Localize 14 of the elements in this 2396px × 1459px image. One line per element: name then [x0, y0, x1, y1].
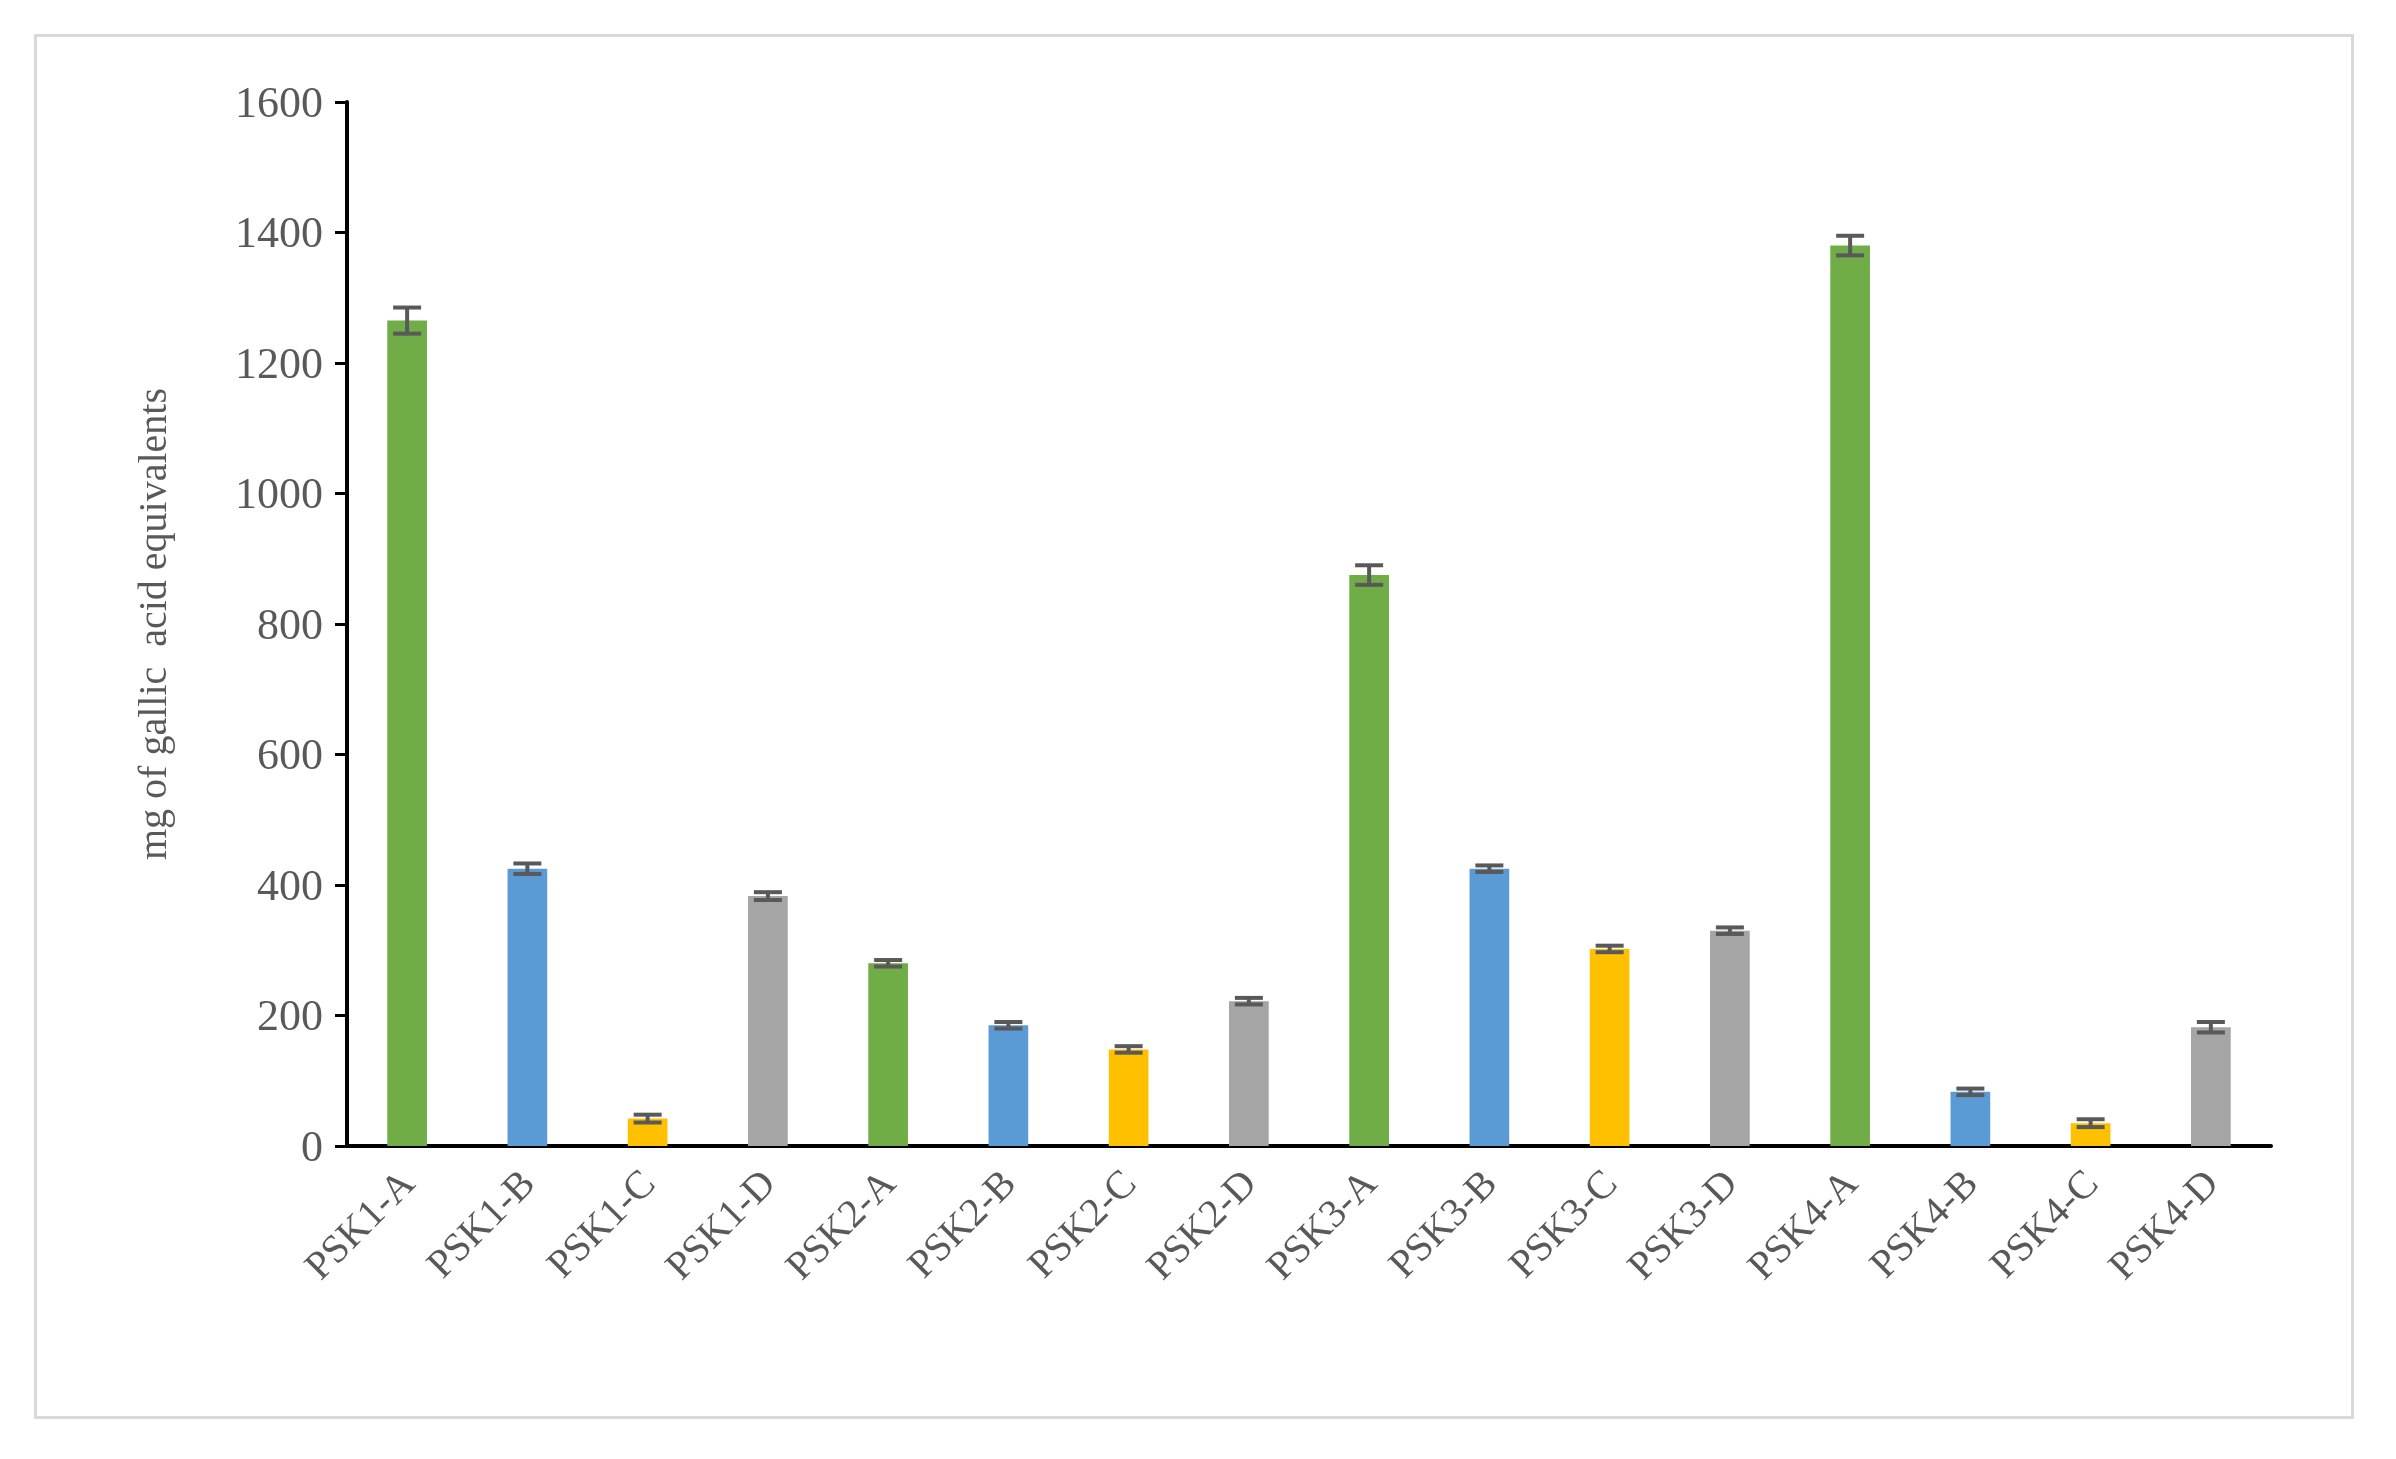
bar	[2191, 1027, 2231, 1146]
y-tick-label: 1200	[235, 338, 323, 388]
y-axis-title: mg of gallic acid equivalents	[129, 387, 175, 861]
y-tick-label: 1400	[235, 208, 323, 257]
bar	[387, 320, 427, 1146]
y-tick-label: 1000	[235, 469, 323, 518]
y-tick-label: 400	[257, 860, 323, 910]
y-tick-label: 1600	[235, 77, 323, 127]
y-tick-label: 200	[257, 991, 323, 1040]
y-tick-label: 800	[257, 599, 323, 649]
bar	[1349, 575, 1389, 1146]
y-tick-label: 0	[301, 1121, 323, 1171]
bar	[1830, 245, 1870, 1146]
y-tick-label: 600	[257, 730, 323, 779]
